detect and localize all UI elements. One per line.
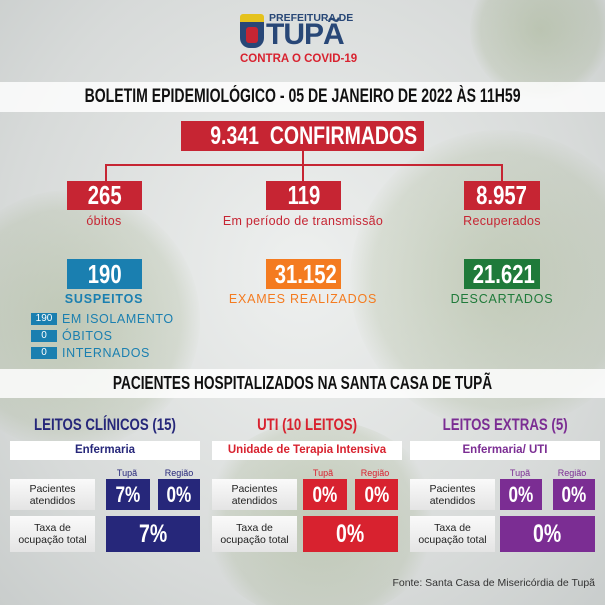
logo-tupa: TUPÃ xyxy=(266,18,345,51)
suspect-deaths-label: ÓBITOS xyxy=(62,329,113,343)
patients-label: Pacientes atendidos xyxy=(212,479,297,510)
confirmed-box: 9.341 CONFIRMADOS xyxy=(181,121,424,151)
suspects-box: 190 xyxy=(67,259,142,289)
regiao-header: Região xyxy=(164,468,194,478)
transmission-value: 119 xyxy=(287,180,320,210)
connector-line xyxy=(302,151,304,181)
deaths-box: 265 xyxy=(67,181,142,210)
suspect-deaths-value: 0 xyxy=(31,330,57,342)
logo-contra-covid: CONTRA O COVID-19 xyxy=(240,53,358,65)
regiao-header: Região xyxy=(360,468,390,478)
icu-title: UTI (10 LEITOS) xyxy=(257,415,357,434)
icu-regiao-value: 0% xyxy=(355,479,398,510)
exams-box: 31.152 xyxy=(266,259,341,289)
suspects-label: SUSPEITOS xyxy=(64,292,144,306)
suspects-value: 190 xyxy=(87,259,122,289)
extra-total-value: 0% xyxy=(500,516,595,552)
clinical-tupa-value: 7% xyxy=(106,479,150,510)
clinical-total-value: 7% xyxy=(106,516,200,552)
confirmed-value: 9.341 xyxy=(210,122,259,150)
hospitalized-value: 0 xyxy=(31,347,57,359)
title-band: BOLETIM EPIDEMIOLÓGICO - 05 DE JANEIRO D… xyxy=(0,82,605,112)
connector-line xyxy=(501,164,503,181)
recovered-value: 8.957 xyxy=(476,180,528,210)
hospital-band: PACIENTES HOSPITALIZADOS NA SANTA CASA D… xyxy=(0,369,605,398)
connector-line xyxy=(105,164,503,166)
exams-label: EXAMES REALIZADOS xyxy=(228,292,378,306)
icu-total-value: 0% xyxy=(303,516,398,552)
extra-regiao-value: 0% xyxy=(553,479,595,510)
patients-label: Pacientes atendidos xyxy=(10,479,95,510)
transmission-label: Em período de transmissão xyxy=(222,214,384,228)
recovered-box: 8.957 xyxy=(464,181,540,210)
icu-tupa-value: 0% xyxy=(303,479,347,510)
extra-tupa-value: 0% xyxy=(500,479,542,510)
bulletin-title: BOLETIM EPIDEMIOLÓGICO - 05 DE JANEIRO D… xyxy=(84,86,521,107)
transmission-box: 119 xyxy=(266,181,341,210)
patients-label: Pacientes atendidos xyxy=(410,479,495,510)
discarded-label: DESCARTADOS xyxy=(450,292,554,306)
discarded-value: 21.621 xyxy=(472,259,535,289)
regiao-header: Região xyxy=(557,468,587,478)
extra-beds-title: LEITOS EXTRAS (5) xyxy=(442,415,568,434)
discarded-box: 21.621 xyxy=(464,259,540,289)
tupa-header: Tupã xyxy=(509,468,531,478)
logo-prefeitura: PREFEITURA DE xyxy=(269,12,354,24)
isolation-label: EM ISOLAMENTO xyxy=(62,312,174,326)
isolation-value: 190 xyxy=(31,313,57,325)
icu-subtitle: Unidade de Terapia Intensiva xyxy=(212,441,402,460)
occupancy-label: Taxa de ocupação total xyxy=(10,516,95,552)
clinical-beds-title: LEITOS CLÍNICOS (15) xyxy=(34,415,176,434)
recovered-label: Recuperados xyxy=(463,214,541,228)
clinical-regiao-value: 0% xyxy=(158,479,200,510)
clinical-beds-subtitle: Enfermaria xyxy=(10,441,200,460)
deaths-label: óbitos xyxy=(86,214,122,228)
source-footer: Fonte: Santa Casa de Misericórdia de Tup… xyxy=(392,577,595,589)
city-coat-of-arms-logo xyxy=(240,14,264,50)
tupa-header: Tupã xyxy=(116,468,138,478)
hospital-title: PACIENTES HOSPITALIZADOS NA SANTA CASA D… xyxy=(112,373,493,393)
extra-beds-subtitle: Enfermaria/ UTI xyxy=(410,441,600,460)
connector-line xyxy=(105,164,107,181)
hospitalized-label: INTERNADOS xyxy=(62,346,150,360)
occupancy-label: Taxa de ocupação total xyxy=(212,516,297,552)
exams-value: 31.152 xyxy=(274,259,337,289)
tupa-header: Tupã xyxy=(312,468,334,478)
confirmed-label: CONFIRMADOS xyxy=(269,122,418,150)
deaths-value: 265 xyxy=(87,180,122,210)
occupancy-label: Taxa de ocupação total xyxy=(410,516,495,552)
